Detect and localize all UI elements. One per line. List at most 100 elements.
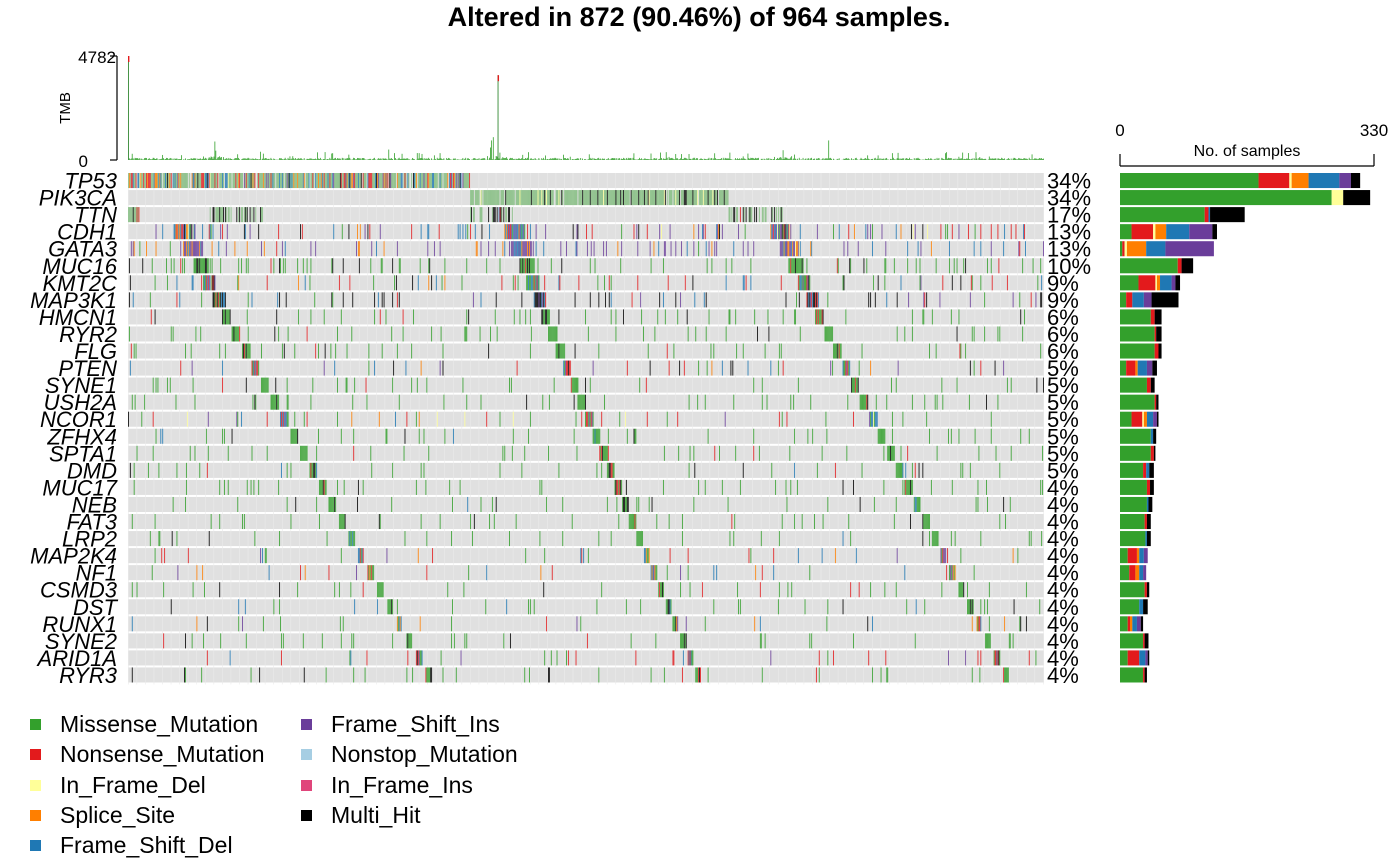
mutation-cell bbox=[943, 548, 945, 564]
tmb-bar bbox=[849, 159, 851, 160]
mutation-cell bbox=[264, 377, 266, 393]
mutation-cell bbox=[845, 309, 847, 325]
mutation-cell bbox=[594, 428, 596, 444]
mutation-cell bbox=[371, 173, 373, 189]
mutation-cell bbox=[426, 173, 428, 189]
tmb-bar bbox=[334, 158, 335, 160]
mutation-cell bbox=[990, 411, 992, 427]
mutation-cell bbox=[397, 173, 399, 189]
mutation-cell bbox=[396, 173, 398, 189]
matrix-col-sep bbox=[256, 173, 257, 685]
mutation-cell bbox=[459, 224, 461, 240]
mutation-cell bbox=[1040, 292, 1042, 308]
tmb-bar bbox=[174, 158, 176, 160]
mutation-cell bbox=[470, 514, 472, 530]
tmb-bar bbox=[529, 158, 531, 160]
mutation-cell bbox=[714, 241, 716, 257]
mutation-cell bbox=[286, 377, 288, 393]
mutation-cell bbox=[208, 531, 210, 547]
mutation-cell bbox=[509, 190, 511, 206]
mutation-cell bbox=[134, 394, 136, 410]
matrix-col-sep bbox=[145, 173, 146, 685]
mutation-cell bbox=[209, 207, 211, 223]
mutation-cell bbox=[681, 514, 683, 530]
mutation-cell bbox=[238, 326, 240, 342]
mutation-cell bbox=[260, 207, 262, 223]
mutation-cell bbox=[493, 207, 495, 223]
tmb-bar bbox=[811, 157, 812, 160]
tmb-bar bbox=[867, 155, 869, 160]
tmb-bar bbox=[633, 153, 635, 160]
tmb-bar bbox=[980, 158, 982, 160]
mutation-cell bbox=[535, 190, 537, 206]
mutation-cell bbox=[187, 224, 189, 240]
mutation-cell bbox=[172, 496, 174, 512]
mutation-cell bbox=[262, 173, 264, 189]
mutation-cell bbox=[605, 445, 607, 461]
mutation-cell bbox=[479, 207, 481, 223]
mutation-cell bbox=[923, 309, 925, 325]
mutation-cell bbox=[543, 292, 545, 308]
mutation-cell bbox=[421, 173, 423, 189]
mutation-cell bbox=[788, 258, 790, 274]
matrix-row-bg bbox=[128, 326, 1044, 342]
mutation-cell bbox=[225, 241, 227, 257]
mutation-cell bbox=[455, 173, 457, 189]
mutation-cell bbox=[727, 496, 729, 512]
mutation-cell bbox=[503, 190, 505, 206]
mutation-cell bbox=[895, 462, 897, 478]
tmb-bar bbox=[1040, 158, 1041, 160]
mutation-cell bbox=[184, 173, 186, 189]
mutation-cell bbox=[895, 496, 897, 512]
mutation-cell bbox=[155, 173, 157, 189]
mutation-cell bbox=[239, 207, 241, 223]
tmb-bar bbox=[567, 158, 569, 160]
mutation-cell bbox=[128, 207, 129, 223]
mutation-cell bbox=[188, 224, 190, 240]
mutation-cell bbox=[821, 445, 823, 461]
tmb-bar bbox=[292, 156, 294, 160]
mutation-cell bbox=[382, 173, 384, 189]
gene-label: FAT3 bbox=[66, 510, 117, 535]
tmb-bar bbox=[722, 157, 724, 160]
mutation-cell bbox=[358, 173, 360, 189]
mutation-cell bbox=[229, 309, 231, 325]
mutation-cell bbox=[598, 667, 600, 683]
mutation-cell bbox=[224, 207, 226, 223]
mutation-cell bbox=[934, 531, 936, 547]
percent-label: 34% bbox=[1047, 169, 1091, 194]
mutation-cell bbox=[969, 360, 971, 376]
barplot-segment bbox=[1156, 326, 1162, 342]
mutation-cell bbox=[725, 190, 727, 206]
tmb-bar bbox=[567, 158, 568, 160]
mutation-cell bbox=[294, 428, 296, 444]
mutation-cell bbox=[128, 173, 129, 189]
mutation-cell bbox=[881, 224, 883, 240]
mutation-cell bbox=[551, 326, 553, 342]
mutation-cell bbox=[215, 207, 217, 223]
tmb-bar bbox=[457, 159, 459, 160]
mutation-cell bbox=[870, 224, 872, 240]
mutation-cell bbox=[265, 173, 267, 189]
tmb-bar bbox=[916, 158, 918, 160]
mutation-cell bbox=[816, 224, 818, 240]
matrix-col-sep bbox=[350, 173, 351, 685]
mutation-cell bbox=[654, 326, 656, 342]
mutation-cell bbox=[797, 241, 799, 257]
tmb-bar bbox=[207, 158, 209, 160]
mutation-cell bbox=[942, 548, 944, 564]
mutation-cell bbox=[257, 173, 259, 189]
mutation-cell bbox=[324, 173, 326, 189]
tmb-bar bbox=[1021, 158, 1022, 160]
mutation-cell bbox=[180, 258, 182, 274]
mutation-cell bbox=[350, 582, 352, 598]
tmb-bar bbox=[954, 158, 956, 160]
mutation-cell bbox=[363, 173, 365, 189]
mutation-cell bbox=[545, 309, 547, 325]
mutation-cell bbox=[734, 207, 736, 223]
legend-swatch bbox=[301, 749, 312, 760]
mutation-cell bbox=[658, 190, 660, 206]
mutation-cell bbox=[269, 173, 271, 189]
mutation-cell bbox=[352, 394, 354, 410]
mutation-cell bbox=[464, 326, 466, 342]
